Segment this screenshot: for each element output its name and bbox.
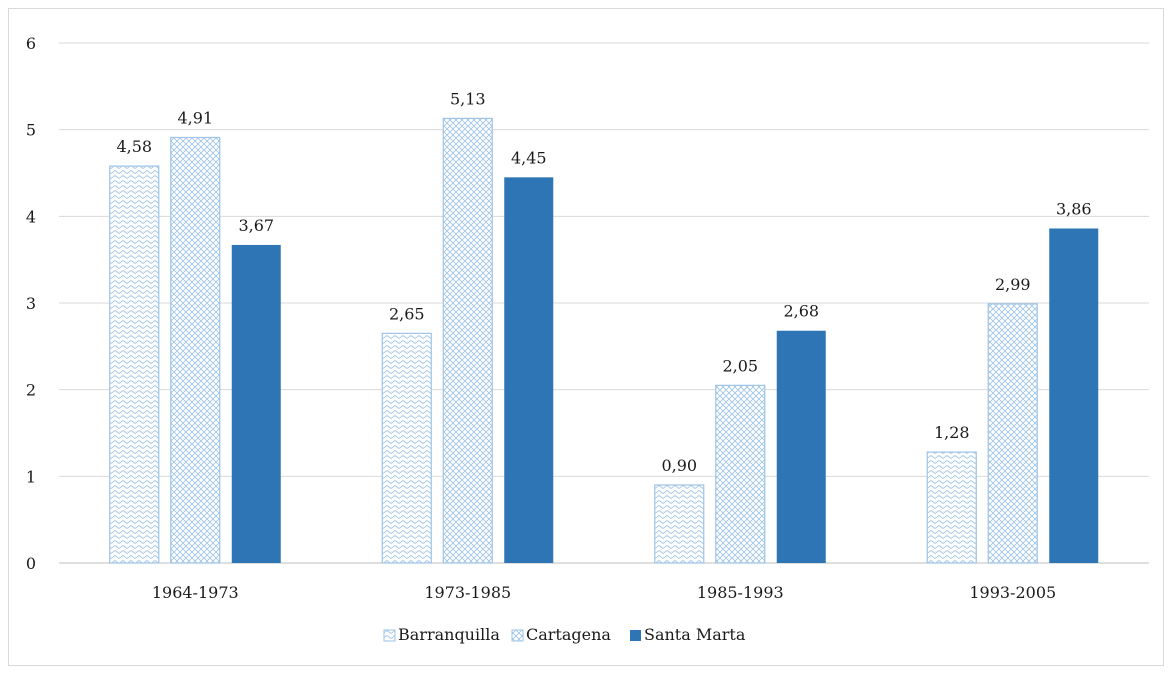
- x-tick-label: 1993-2005: [969, 583, 1056, 602]
- data-labels: 4,58 4,91 3,67 2,65 5,13 4,45 0,90 2,05 2,68 1,28…: [116, 89, 1091, 475]
- bar-chart-svg: 0 1 2 3 4 5 6 4,58 4,91 3,67 2,65 5,13 4,45 0,90 2,05…: [26, 34, 1149, 644]
- x-tick-label: 1985-1993: [697, 583, 784, 602]
- legend-label: Santa Marta: [644, 625, 746, 644]
- data-label: 1,28: [934, 423, 970, 442]
- bar-cartagena: [442, 117, 493, 564]
- legend: Barranquilla Cartagena Santa Marta: [383, 625, 746, 644]
- data-label: 5,13: [450, 89, 486, 108]
- y-tick-label: 4: [26, 207, 36, 226]
- bar-barranquilla: [926, 451, 977, 564]
- legend-swatch: [630, 630, 641, 641]
- data-label: 4,45: [511, 148, 547, 167]
- bar-cartagena: [170, 136, 221, 564]
- y-tick-label: 2: [26, 381, 36, 400]
- bar-cartagena: [715, 384, 766, 564]
- data-label: 2,05: [722, 356, 758, 375]
- bar-santa-marta: [504, 177, 554, 564]
- bar-santa-marta: [231, 244, 281, 563]
- bar-barranquilla: [654, 484, 705, 564]
- y-axis: 0 1 2 3 4 5 6: [26, 34, 36, 573]
- bar-barranquilla: [381, 332, 432, 564]
- chart: 0 1 2 3 4 5 6 4,58 4,91 3,67 2,65 5,13 4,45 0,90 2,05…: [8, 8, 1164, 666]
- data-label: 2,68: [783, 302, 819, 321]
- y-tick-label: 3: [26, 294, 36, 313]
- data-label: 4,91: [177, 108, 213, 127]
- legend-label: Barranquilla: [398, 625, 500, 644]
- bar-santa-marta: [776, 330, 826, 563]
- bar-cartagena: [987, 303, 1038, 564]
- data-label: 0,90: [661, 456, 697, 475]
- bar-santa-marta: [1049, 228, 1099, 563]
- x-tick-label: 1973-1985: [424, 583, 511, 602]
- y-tick-label: 0: [26, 554, 36, 573]
- legend-swatch: [383, 629, 396, 642]
- data-label: 3,86: [1056, 199, 1092, 218]
- x-axis: 1964-1973 1973-1985 1985-1993 1993-2005: [152, 583, 1056, 602]
- legend-label: Cartagena: [526, 625, 611, 644]
- x-tick-label: 1964-1973: [152, 583, 239, 602]
- y-tick-label: 6: [26, 34, 36, 53]
- data-label: 4,58: [116, 137, 152, 156]
- y-tick-label: 1: [26, 467, 36, 486]
- data-label: 2,65: [389, 304, 425, 323]
- y-tick-label: 5: [26, 121, 36, 140]
- legend-swatch: [511, 629, 524, 642]
- data-label: 2,99: [995, 275, 1031, 294]
- bar-barranquilla: [109, 165, 160, 564]
- data-label: 3,67: [238, 216, 274, 235]
- gridlines: [59, 42, 1149, 564]
- bars: [109, 117, 1099, 564]
